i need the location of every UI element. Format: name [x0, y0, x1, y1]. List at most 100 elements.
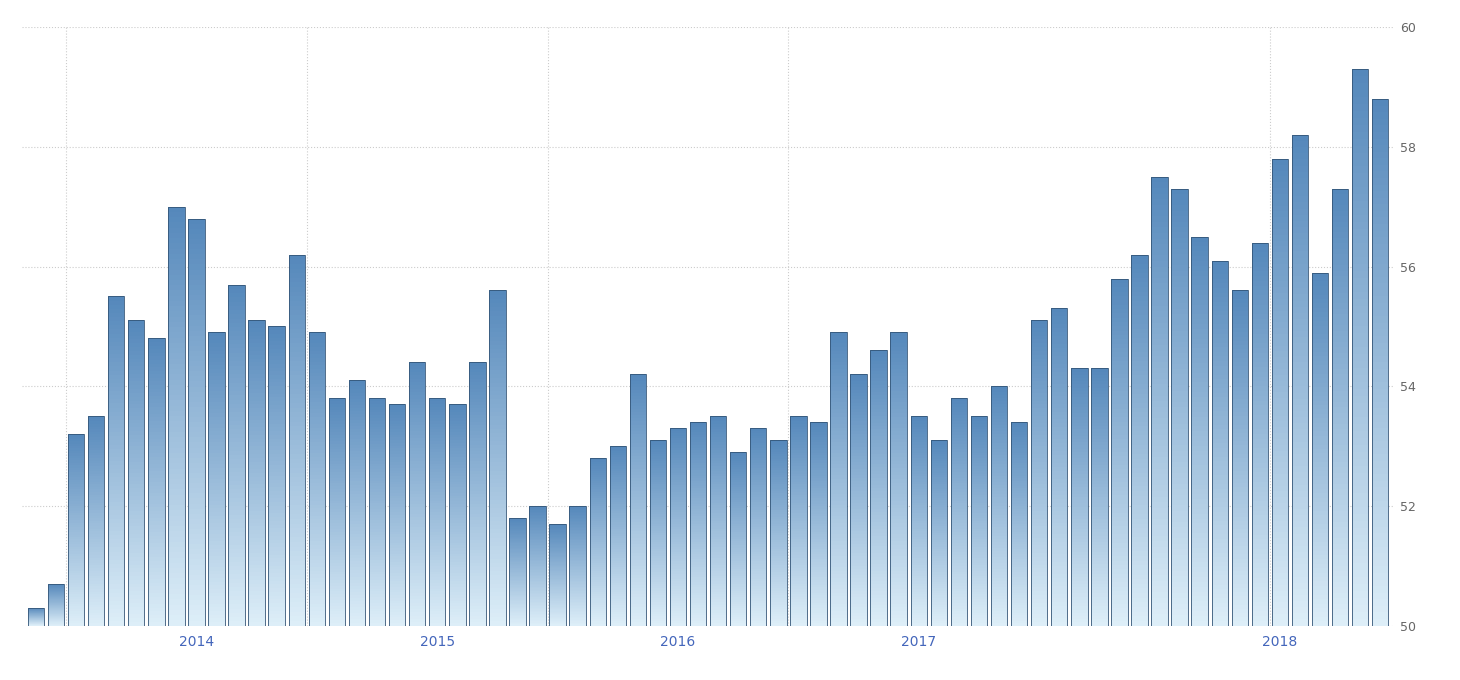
Bar [730, 496, 746, 498]
Bar [670, 430, 686, 433]
Bar [769, 554, 787, 556]
Bar [369, 415, 385, 418]
Bar [1152, 547, 1168, 553]
Bar [750, 544, 767, 547]
Bar [1191, 280, 1207, 285]
Bar [710, 505, 727, 508]
Bar [328, 455, 345, 458]
Bar [1171, 211, 1188, 216]
Bar [1051, 539, 1067, 543]
Bar [1352, 292, 1368, 299]
Bar [810, 592, 826, 595]
Bar [1232, 466, 1248, 471]
Bar [369, 398, 385, 401]
Bar [510, 535, 526, 537]
Bar [930, 577, 948, 579]
Bar [388, 543, 406, 545]
Bar [1171, 249, 1188, 254]
Bar [1232, 600, 1248, 605]
Bar [1232, 341, 1248, 345]
Bar [769, 509, 787, 512]
Bar [870, 619, 886, 622]
Bar [1313, 454, 1329, 458]
Bar [1031, 602, 1047, 607]
Bar [1031, 424, 1047, 427]
Bar [369, 443, 385, 447]
Bar [510, 564, 526, 565]
Bar [469, 527, 486, 530]
Bar [629, 390, 647, 393]
Bar [369, 489, 385, 492]
Bar [650, 507, 666, 509]
Bar [409, 504, 425, 507]
Bar [689, 455, 707, 458]
Bar [1272, 211, 1288, 217]
Bar [168, 463, 184, 469]
Bar [450, 429, 466, 432]
Bar [971, 453, 987, 456]
Bar [1031, 572, 1047, 576]
Bar [1072, 477, 1088, 481]
Bar [450, 445, 466, 449]
Bar [369, 520, 385, 524]
Bar [450, 576, 466, 579]
Bar [730, 598, 746, 600]
Bar [670, 485, 686, 488]
Bar [1292, 497, 1308, 503]
Bar [1152, 261, 1168, 267]
Bar [991, 458, 1007, 461]
Bar [1352, 361, 1368, 368]
Bar [610, 549, 626, 551]
Bar [1372, 606, 1388, 613]
Bar [168, 599, 184, 605]
Bar [911, 513, 927, 515]
Bar [850, 418, 867, 422]
Bar [590, 479, 606, 481]
Bar [1313, 502, 1329, 507]
Bar [1171, 391, 1188, 396]
Bar [769, 473, 787, 475]
Bar [409, 448, 425, 451]
Bar [1313, 520, 1329, 524]
Bar [450, 473, 466, 476]
Bar [1072, 571, 1088, 574]
Bar [1152, 486, 1168, 491]
Bar [1352, 473, 1368, 479]
Bar [308, 483, 326, 486]
Bar [629, 377, 647, 381]
Bar [971, 424, 987, 426]
Bar [911, 602, 927, 605]
Bar [650, 588, 666, 591]
Bar [750, 537, 767, 539]
Bar [1212, 379, 1228, 384]
Bar [1292, 147, 1308, 153]
Bar [328, 585, 345, 589]
Bar [1031, 553, 1047, 557]
Bar [1352, 222, 1368, 229]
Bar [349, 429, 365, 432]
Bar [450, 534, 466, 537]
Bar [228, 447, 245, 451]
Bar [1132, 588, 1148, 593]
Bar [610, 484, 626, 486]
Bar [108, 507, 124, 511]
Bar [489, 509, 505, 513]
Bar [429, 537, 445, 541]
Bar [1372, 599, 1388, 606]
Bar [730, 569, 746, 571]
Bar [88, 534, 104, 537]
Bar [67, 571, 85, 573]
Bar [228, 613, 245, 617]
Bar [1292, 411, 1308, 417]
Bar [228, 289, 245, 293]
Bar [650, 533, 666, 535]
Bar [590, 515, 606, 517]
Bar [810, 435, 826, 437]
Bar [188, 275, 204, 279]
Bar [1051, 384, 1067, 388]
Bar [1152, 177, 1168, 626]
Bar [911, 503, 927, 505]
Bar [147, 525, 165, 528]
Bar [750, 579, 767, 581]
Bar [369, 421, 385, 424]
